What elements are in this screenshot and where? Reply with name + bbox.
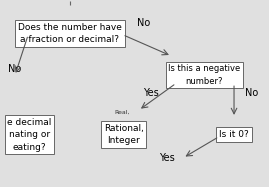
Text: Does the number have
a fraction or decimal?: Does the number have a fraction or decim…	[18, 23, 122, 44]
Text: Real,: Real,	[115, 110, 130, 115]
Text: Yes: Yes	[143, 88, 158, 99]
Text: Is it 0?: Is it 0?	[219, 130, 249, 139]
Text: Is this a negative
number?: Is this a negative number?	[168, 64, 240, 85]
Text: No: No	[8, 64, 22, 74]
Text: No: No	[245, 88, 258, 99]
Text: No: No	[137, 18, 151, 28]
Text: Yes: Yes	[159, 153, 175, 163]
Text: e decimal
nating or
eating?: e decimal nating or eating?	[8, 118, 52, 152]
Text: Rational,
Integer: Rational, Integer	[104, 124, 144, 145]
